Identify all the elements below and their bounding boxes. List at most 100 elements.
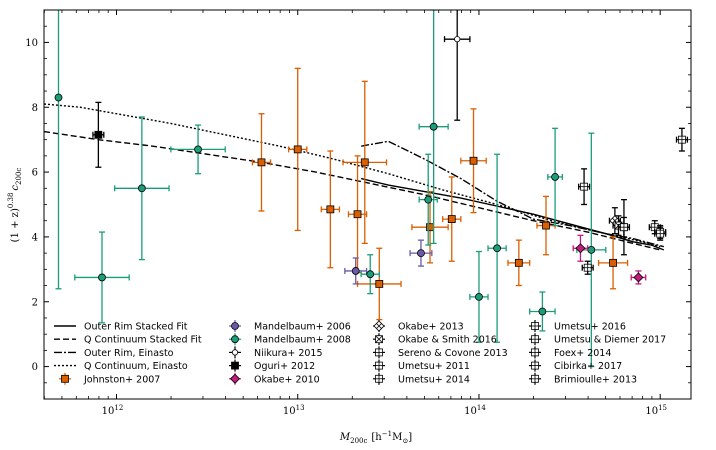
data-marker <box>575 243 586 254</box>
data-marker <box>194 145 202 154</box>
x-tick-label-exp: 13 <box>296 404 305 412</box>
legend-label: Umetsu & Diemer 2017 <box>554 335 666 346</box>
legend-entry: Umetsu & Diemer 2017 <box>529 333 666 346</box>
legend-entry: Brimioulle+ 2013 <box>529 372 637 385</box>
x-tick-label-base: 10 <box>645 406 658 417</box>
legend-entry: Outer Rim, Einasto <box>54 348 174 359</box>
legend-label: Okabe+ 2010 <box>254 374 320 385</box>
legend-label: Brimioulle+ 2013 <box>554 374 637 385</box>
legend-label: Oguri+ 2012 <box>254 361 315 372</box>
legend-entry: Okabe+ 2010 <box>229 372 320 385</box>
legend-label: Johnston+ 2007 <box>83 374 160 385</box>
data-marker <box>493 244 501 253</box>
data-marker <box>293 145 302 154</box>
legend-entry: Sereno & Covone 2013 <box>373 346 508 359</box>
y-tick-label: 2 <box>32 297 38 308</box>
data-marker <box>417 249 425 258</box>
y-axis-label-sub: 200c <box>15 168 23 185</box>
x-tick-label: 1015 <box>645 404 667 417</box>
data-marker <box>633 272 644 283</box>
data-marker-cross <box>376 323 382 329</box>
x-axis-label-sub: 200c <box>350 437 367 445</box>
data-marker <box>231 361 239 370</box>
legend-label: Okabe & Smith 2016 <box>398 335 497 346</box>
data-marker <box>353 210 362 219</box>
fit-line <box>361 140 664 248</box>
legend-entry: Mandelbaum+ 2006 <box>229 320 351 333</box>
y-tick-label: 8 <box>32 103 38 114</box>
x-axis-label-units: [h <box>371 432 382 443</box>
data-marker <box>326 205 335 214</box>
x-axis-label-units-close: ] <box>408 432 412 443</box>
data-marker <box>375 280 384 288</box>
x-tick-label: 1012 <box>102 404 124 417</box>
data-marker <box>351 267 360 275</box>
x-axis-label-units-end: M <box>392 432 402 443</box>
x-tick-label-exp: 15 <box>658 404 667 412</box>
data-marker <box>61 374 69 383</box>
data-marker <box>257 158 266 167</box>
series-group <box>443 10 471 121</box>
data-marker <box>609 258 617 267</box>
data-marker <box>424 195 433 204</box>
legend-entry: Umetsu+ 2014 <box>373 372 470 385</box>
data-points <box>54 10 689 368</box>
data-marker <box>587 245 596 254</box>
fit-line <box>360 177 665 251</box>
x-tick-label-base: 10 <box>283 406 296 417</box>
series-group <box>617 216 631 238</box>
data-marker <box>454 36 461 43</box>
data-marker <box>475 292 483 301</box>
legend-entry: Umetsu+ 2016 <box>529 320 626 333</box>
y-tick-label: 4 <box>32 232 38 243</box>
series-group <box>675 127 689 152</box>
data-marker-cross <box>612 217 618 224</box>
data-marker <box>137 184 146 193</box>
legend: Outer Rim Stacked Fit Q Continuum Stacked… <box>54 320 666 385</box>
series-group <box>581 260 594 275</box>
legend-label: Niikura+ 2015 <box>254 348 323 359</box>
data-marker <box>98 273 106 282</box>
legend-label: Okabe+ 2013 <box>398 322 464 333</box>
legend-label: Mandelbaum+ 2006 <box>254 322 351 333</box>
series-group <box>92 101 105 168</box>
legend-label: Outer Rim, Einasto <box>84 348 174 359</box>
y-axis-label-sup: 0.38 <box>7 193 15 209</box>
series-group <box>577 168 591 206</box>
fit-line <box>44 130 661 251</box>
x-axis-label: M200c [h−1M⊙] <box>339 430 412 445</box>
series-group <box>251 67 629 321</box>
data-marker <box>229 373 241 384</box>
legend-entry: Umetsu+ 2011 <box>373 359 470 372</box>
x-tick-label-base: 10 <box>102 406 115 417</box>
data-marker <box>360 158 369 167</box>
data-marker <box>514 258 523 267</box>
legend-label: Cibirka+ 2017 <box>554 361 622 372</box>
series-group <box>344 239 433 285</box>
fit-lines <box>44 103 665 251</box>
legend-entry: Foex+ 2014 <box>529 346 611 359</box>
legend-label: Q Continuum Stacked Fit <box>84 335 202 346</box>
x-tick-label: 1014 <box>464 404 486 417</box>
series-group <box>654 226 667 241</box>
data-marker <box>429 122 438 131</box>
legend-entry: Q Continuum, Einasto <box>54 361 188 372</box>
data-marker <box>366 270 375 279</box>
x-tick-label: 1013 <box>283 404 305 417</box>
x-tick-label-base: 10 <box>464 406 477 417</box>
y-axis-label: (1 + z)0.38 c200c <box>7 168 23 243</box>
data-marker <box>231 349 239 356</box>
legend-label: Umetsu+ 2014 <box>398 374 470 385</box>
legend-label: Q Continuum, Einasto <box>84 361 188 372</box>
legend-entry: Johnston+ 2007 <box>59 372 160 385</box>
legend-entry: Oguri+ 2012 <box>229 359 315 372</box>
x-axis-label-base: M <box>339 432 351 443</box>
series-group <box>572 234 647 285</box>
x-axis-label-units-sub: ⊙ <box>402 437 408 445</box>
legend-label: Umetsu+ 2011 <box>398 361 470 372</box>
series-group <box>54 10 607 368</box>
legend-entry: Okabe+ 2013 <box>373 320 464 333</box>
data-marker <box>538 307 547 316</box>
x-tick-label-exp: 14 <box>477 404 486 412</box>
